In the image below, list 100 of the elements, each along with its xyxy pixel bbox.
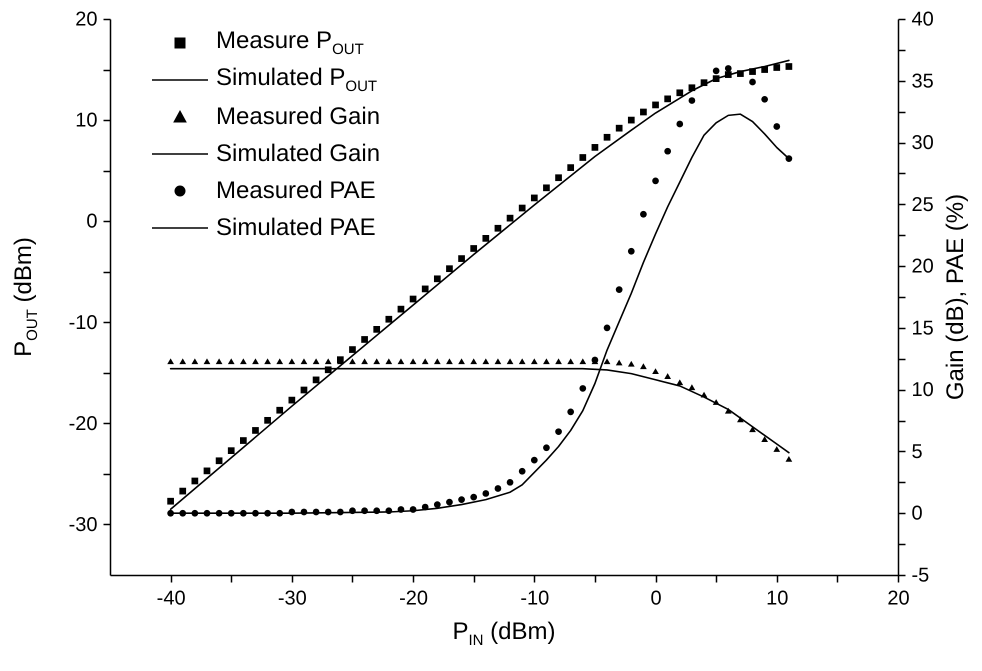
point [312, 358, 320, 364]
point [470, 358, 478, 364]
point [543, 444, 550, 452]
point [373, 358, 380, 364]
y-tick-label: -30 [68, 514, 98, 536]
point [252, 427, 259, 434]
point [506, 478, 514, 486]
point [349, 358, 356, 364]
point [543, 358, 550, 364]
point [761, 436, 768, 442]
point [458, 496, 465, 503]
point [482, 490, 490, 497]
point [167, 358, 174, 364]
legend-label: Simulated P$_{OUT}$ [216, 64, 378, 95]
point [616, 124, 623, 132]
point [373, 326, 380, 333]
point [167, 498, 174, 505]
point [567, 358, 574, 364]
y-tick-label: 10 [75, 110, 98, 132]
point [616, 360, 623, 366]
point [410, 358, 416, 364]
point [192, 358, 198, 364]
legend-label: Simulated Gain [216, 140, 380, 168]
point [567, 164, 574, 171]
point [579, 154, 586, 161]
point [300, 386, 308, 394]
legend-label: Measured Gain [216, 102, 380, 130]
point [216, 457, 222, 464]
y2-tick-label: 15 [912, 317, 934, 340]
point [530, 456, 538, 464]
point [676, 120, 684, 128]
y-tick-label: 0 [86, 210, 98, 233]
point [446, 358, 453, 364]
point [712, 68, 720, 74]
point [652, 368, 659, 374]
point [494, 485, 502, 492]
y2-tick-label: 25 [912, 194, 934, 216]
point [434, 275, 441, 282]
y2-axis-title: Gain (dB), PAE (%) [942, 194, 969, 400]
point [288, 358, 296, 364]
legend-label: Simulated PAE [216, 214, 376, 242]
point [518, 468, 526, 475]
point [724, 65, 732, 72]
point [240, 358, 247, 364]
point [422, 286, 429, 292]
point [324, 358, 332, 364]
point [482, 358, 490, 364]
y-tick-label: 20 [75, 8, 98, 30]
point [604, 358, 610, 364]
point [422, 358, 429, 364]
point [664, 148, 672, 155]
x-tick-label: 10 [766, 588, 788, 610]
point [398, 306, 404, 312]
point [470, 494, 478, 501]
point [494, 358, 502, 364]
point [446, 498, 453, 506]
point [555, 428, 562, 436]
y2-tick-label: 10 [912, 379, 934, 402]
point [628, 116, 635, 124]
point [446, 265, 453, 272]
x-tick-label: -30 [278, 588, 307, 610]
point [628, 248, 635, 255]
point [749, 78, 756, 86]
point [349, 346, 356, 353]
y2-tick-label: 30 [912, 132, 934, 154]
point [530, 194, 538, 202]
point [773, 123, 780, 130]
point [664, 373, 672, 379]
point [179, 488, 186, 494]
point [640, 210, 647, 218]
point [300, 358, 308, 364]
point [652, 178, 659, 184]
y2-tick-label: 5 [912, 440, 923, 463]
point [604, 324, 610, 332]
point [228, 447, 235, 454]
point [264, 358, 271, 364]
legend-label: Measured PAE [216, 176, 376, 204]
point [543, 184, 550, 192]
point [628, 360, 635, 367]
point [676, 379, 684, 386]
point [688, 384, 696, 390]
point [216, 358, 222, 364]
point [688, 97, 696, 104]
point [312, 376, 320, 384]
point [506, 358, 514, 364]
point [761, 96, 768, 103]
point [228, 358, 235, 364]
point [361, 358, 368, 364]
point [434, 501, 441, 508]
point [592, 144, 598, 151]
y2-tick-label: 40 [912, 8, 934, 30]
point [567, 408, 574, 416]
point [385, 358, 392, 364]
point [616, 286, 623, 293]
point [458, 255, 465, 262]
y2-tick-label: 35 [912, 70, 934, 92]
point [458, 358, 465, 364]
x-tick-label: -20 [399, 588, 428, 610]
point [579, 385, 586, 392]
point [676, 89, 684, 96]
